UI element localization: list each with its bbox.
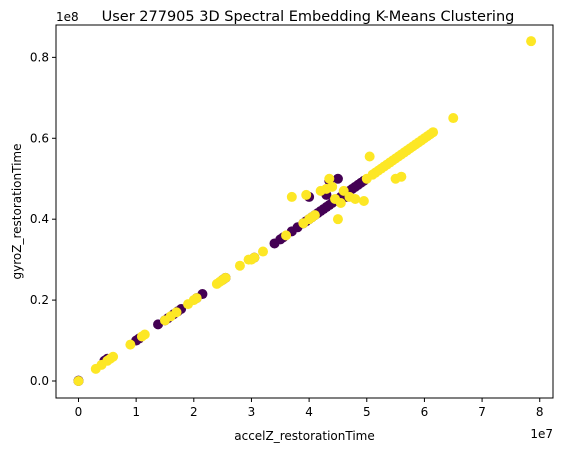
scatter-point bbox=[526, 36, 537, 47]
x-tick-label: 3 bbox=[248, 405, 256, 419]
scatter-points bbox=[73, 36, 537, 387]
y-axis-ticks: 0.0 0.2 0.4 0.6 0.8 bbox=[30, 50, 56, 388]
x-tick-label: 6 bbox=[421, 405, 429, 419]
scatter-point bbox=[171, 307, 182, 318]
x-tick-label: 8 bbox=[536, 405, 544, 419]
x-tick-label: 2 bbox=[190, 405, 198, 419]
scatter-point bbox=[125, 339, 136, 350]
y-tick-label: 0.8 bbox=[30, 50, 49, 64]
x-tick-label: 0 bbox=[75, 405, 83, 419]
y-axis-label: gyroZ_restorationTime bbox=[10, 144, 24, 280]
y-tick-label: 0.0 bbox=[30, 374, 49, 388]
scatter-point bbox=[281, 230, 292, 241]
x-axis-label: accelZ_restorationTime bbox=[234, 429, 374, 443]
scatter-point bbox=[324, 173, 335, 184]
scatter-point bbox=[428, 127, 439, 138]
y-tick-label: 0.2 bbox=[30, 293, 49, 307]
y-tick-label: 0.4 bbox=[30, 212, 49, 226]
scatter-point bbox=[335, 198, 346, 209]
scatter-point bbox=[249, 252, 260, 263]
x-tick-label: 7 bbox=[478, 405, 486, 419]
scatter-point bbox=[396, 171, 407, 182]
x-tick-label: 1 bbox=[132, 405, 140, 419]
scatter-point bbox=[108, 351, 119, 362]
scatter-point bbox=[301, 189, 312, 200]
plot-frame bbox=[55, 24, 554, 399]
scatter-point bbox=[286, 191, 297, 202]
y-tick-label: 0.6 bbox=[30, 131, 49, 145]
scatter-point bbox=[332, 173, 343, 184]
scatter-point bbox=[327, 181, 338, 192]
scatter-point bbox=[139, 329, 150, 340]
chart-title: User 277905 3D Spectral Embedding K-Mean… bbox=[102, 9, 515, 25]
scatter-point bbox=[234, 260, 245, 271]
scatter-point bbox=[309, 210, 320, 221]
y-axis-multiplier: 1e8 bbox=[56, 10, 79, 24]
x-axis-ticks: 0 1 2 3 4 5 6 7 8 bbox=[75, 398, 544, 419]
scatter-point bbox=[358, 195, 369, 206]
x-axis-multiplier: 1e7 bbox=[530, 427, 553, 441]
scatter-point bbox=[350, 193, 361, 204]
scatter-point bbox=[73, 376, 84, 387]
x-tick-label: 5 bbox=[363, 405, 371, 419]
scatter-point bbox=[448, 113, 459, 124]
scatter-point bbox=[220, 272, 231, 283]
scatter-point bbox=[257, 246, 268, 257]
x-tick-label: 4 bbox=[305, 405, 313, 419]
scatter-point bbox=[364, 151, 375, 162]
scatter-point bbox=[191, 293, 202, 304]
scatter-point bbox=[332, 214, 343, 225]
